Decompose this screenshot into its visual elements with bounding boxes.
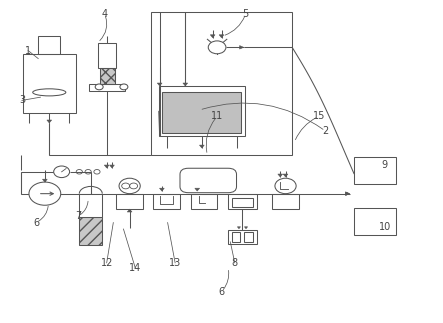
FancyBboxPatch shape — [180, 168, 237, 193]
Polygon shape — [159, 188, 164, 191]
Polygon shape — [183, 83, 188, 86]
Circle shape — [119, 178, 140, 194]
Bar — [354, 157, 396, 184]
Text: 11: 11 — [211, 111, 223, 121]
Bar — [232, 198, 253, 207]
Polygon shape — [195, 188, 200, 191]
Bar — [100, 68, 115, 84]
Text: 4: 4 — [101, 8, 108, 18]
Polygon shape — [283, 174, 288, 177]
Circle shape — [54, 166, 70, 178]
Bar — [162, 92, 241, 133]
Text: 13: 13 — [169, 258, 181, 268]
Polygon shape — [245, 227, 248, 229]
Polygon shape — [104, 165, 109, 168]
Bar — [117, 194, 143, 209]
Polygon shape — [47, 120, 52, 123]
Bar — [228, 230, 257, 244]
Circle shape — [208, 41, 226, 54]
Text: 5: 5 — [243, 8, 249, 18]
Bar — [272, 194, 299, 209]
Polygon shape — [346, 192, 350, 195]
Polygon shape — [278, 174, 283, 177]
Text: 6: 6 — [218, 287, 225, 297]
Polygon shape — [109, 165, 114, 168]
Polygon shape — [199, 145, 204, 148]
Circle shape — [95, 84, 103, 90]
Bar — [190, 194, 217, 209]
Bar — [159, 86, 245, 136]
Polygon shape — [43, 179, 47, 182]
Bar — [38, 36, 60, 54]
Bar — [232, 232, 241, 242]
Bar — [228, 194, 257, 209]
Circle shape — [275, 178, 296, 194]
Text: 10: 10 — [379, 223, 391, 233]
Bar — [244, 232, 253, 242]
Polygon shape — [346, 192, 350, 195]
Bar — [79, 217, 102, 245]
Polygon shape — [157, 83, 162, 86]
Text: 1: 1 — [25, 46, 31, 56]
Polygon shape — [127, 209, 132, 212]
Bar — [98, 43, 117, 68]
Text: 2: 2 — [322, 126, 328, 136]
Polygon shape — [219, 35, 224, 38]
Bar — [79, 194, 102, 217]
Bar — [151, 12, 292, 155]
Bar — [153, 194, 179, 209]
Circle shape — [29, 182, 61, 205]
Text: 14: 14 — [129, 263, 141, 273]
Bar — [23, 54, 76, 113]
Text: 3: 3 — [19, 95, 25, 105]
Circle shape — [120, 84, 128, 90]
Polygon shape — [210, 35, 215, 38]
Polygon shape — [240, 46, 244, 49]
Bar — [89, 84, 125, 91]
Text: 9: 9 — [382, 160, 388, 170]
Text: 12: 12 — [101, 258, 113, 268]
Polygon shape — [237, 227, 241, 229]
Bar — [354, 208, 396, 235]
Text: 8: 8 — [232, 258, 238, 268]
Text: 15: 15 — [312, 111, 325, 121]
Text: 7: 7 — [75, 211, 81, 221]
Text: 6: 6 — [33, 218, 39, 228]
